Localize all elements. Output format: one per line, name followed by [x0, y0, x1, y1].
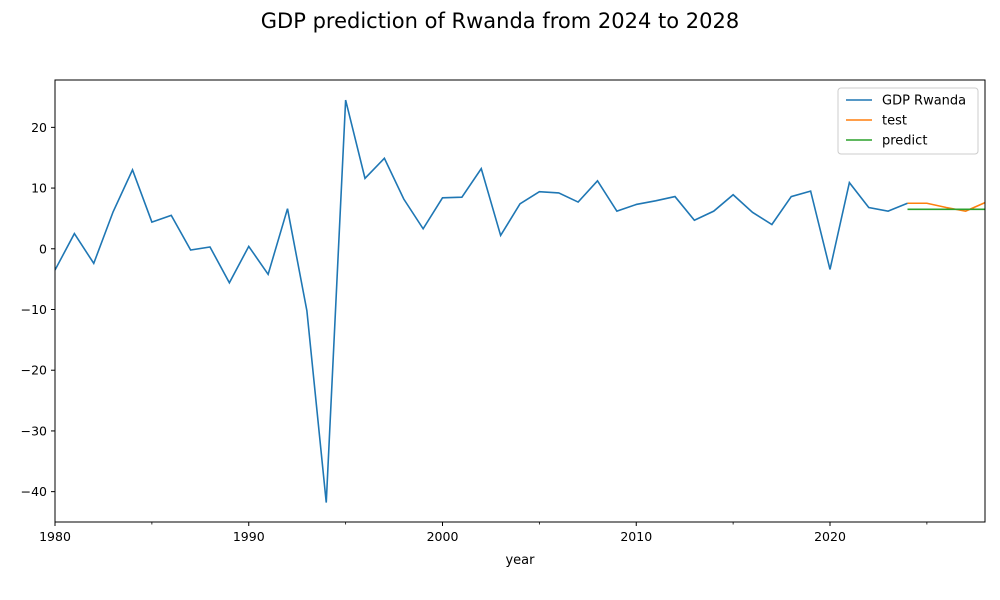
y-tick-label: −10 [21, 302, 47, 317]
legend: GDP Rwanda test predict [837, 87, 979, 155]
y-tick-label: −40 [21, 484, 47, 499]
legend-frame [837, 87, 979, 155]
x-tick-label: 1980 [39, 529, 71, 544]
plot-area [55, 99, 985, 503]
legend-label-predict: predict [882, 134, 927, 149]
chart-title: GDP prediction of Rwanda from 2024 to 20… [261, 9, 739, 33]
x-tick-label: 2010 [620, 529, 652, 544]
x-tick-label: 1990 [233, 529, 265, 544]
y-tick-label: 0 [39, 241, 47, 256]
x-tick-label: 2000 [427, 529, 459, 544]
y-tick-label: −20 [21, 363, 47, 378]
x-axis-label: year [505, 553, 535, 568]
plot-frame [54, 79, 986, 523]
series-line-test [907, 201, 985, 212]
x-tick-label: 2020 [814, 529, 846, 544]
y-tick-label: −30 [21, 423, 47, 438]
legend-label-gdp-rwanda: GDP Rwanda [882, 94, 966, 109]
y-tick-label: 20 [31, 120, 47, 135]
legend-label-test: test [882, 114, 907, 129]
y-tick-label: 10 [31, 181, 47, 196]
series-line-gdp-rwanda [55, 99, 908, 503]
